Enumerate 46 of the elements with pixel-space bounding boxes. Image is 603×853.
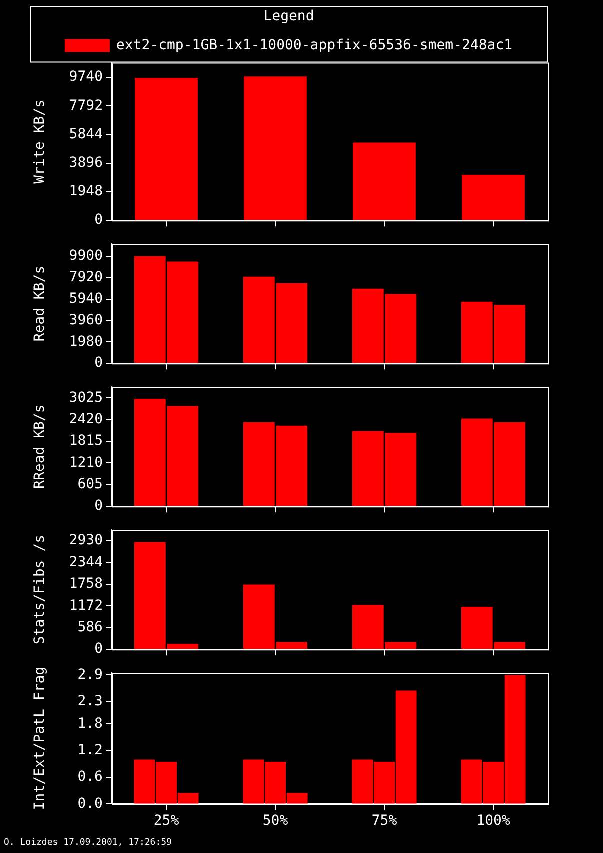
y-tick-label: 1758 [69, 576, 103, 592]
y-tick-label: 0 [94, 355, 103, 372]
y-tick-label: 2344 [69, 554, 103, 570]
y-axis-title: RRead KB/s [32, 404, 48, 489]
y-axis-title: Read KB/s [32, 266, 48, 342]
x-tick-label: 50% [262, 813, 289, 830]
y-tick-label: 0 [94, 498, 103, 514]
y-tick-label: 0 [94, 212, 103, 228]
y-tick-label: 1172 [69, 598, 103, 614]
y-tick-label: 2.3 [78, 694, 103, 710]
y-tick-label: 2.9 [78, 666, 103, 683]
legend-title: Legend [264, 8, 314, 25]
y-tick-label: 0.6 [78, 769, 103, 786]
y-tick-label: 5844 [69, 126, 103, 142]
legend-label: ext2-cmp-1GB-1x1-10000-appfix-65536-smem-248ac1 [116, 37, 513, 54]
y-tick-label: 9900 [69, 248, 103, 264]
y-axis-title: Write KB/s [32, 100, 48, 184]
y-tick-label: 5940 [69, 290, 103, 307]
bar [353, 142, 416, 220]
x-tick-label: 25% [154, 813, 180, 830]
y-tick-label: 1948 [69, 184, 103, 200]
y-axis-title: Int/Ext/PatL Frag [32, 666, 48, 810]
y-tick-label: 605 [78, 476, 103, 493]
y-tick-label: 1980 [69, 334, 103, 350]
y-tick-label: 586 [78, 620, 103, 636]
y-tick-label: 2420 [69, 411, 103, 428]
bar [244, 76, 307, 220]
y-tick-label: 3960 [69, 312, 103, 328]
y-tick-label: 0.0 [78, 796, 103, 812]
x-tick-label: 100% [476, 813, 511, 830]
y-tick-label: 1.8 [78, 716, 103, 732]
y-tick-label: 7920 [69, 269, 103, 286]
y-tick-label: 2930 [69, 532, 103, 549]
y-tick-label: 1.2 [78, 742, 103, 758]
x-tick-label: 75% [372, 813, 398, 830]
bar [135, 78, 198, 220]
y-tick-label: 0 [94, 641, 103, 658]
y-tick-label: 3896 [69, 155, 103, 171]
y-tick-label: 9740 [69, 69, 103, 86]
y-tick-label: 1815 [69, 433, 103, 450]
y-tick-label: 1210 [69, 454, 103, 471]
y-axis-title: Stats/Fibs /s [32, 535, 48, 645]
y-tick-label: 7792 [69, 98, 103, 114]
bar [462, 175, 525, 220]
text: O. Loizdes 17.09.2001, 17:26:59 [4, 838, 172, 848]
y-tick-label: 3025 [69, 390, 103, 406]
